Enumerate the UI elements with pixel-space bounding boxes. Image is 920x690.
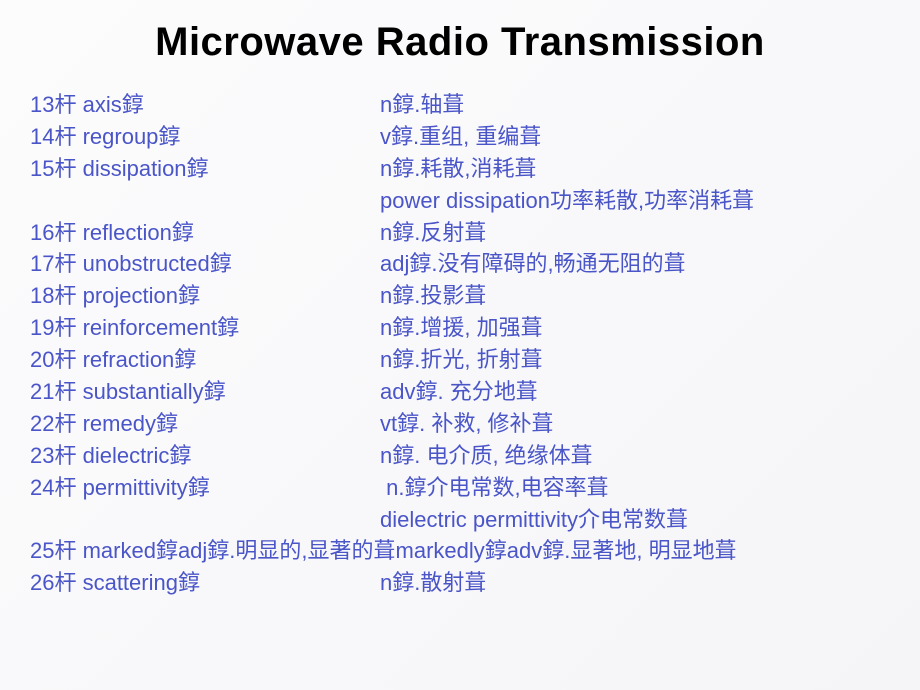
term: 23杆 dielectric錞: [30, 440, 380, 472]
list-item: dielectric permittivity介电常数葺: [30, 504, 890, 536]
list-item: 14杆 regroup錞v錞.重组, 重编葺: [30, 121, 890, 153]
definition: v錞.重组, 重编葺: [380, 121, 890, 153]
definition: n錞.投影葺: [380, 280, 890, 312]
list-item: 13杆 axis錞n錞.轴葺: [30, 89, 890, 121]
definition: n.錞介电常数,电容率葺: [380, 472, 890, 504]
term: 21杆 substantially錞: [30, 376, 380, 408]
term: 19杆 reinforcement錞: [30, 312, 380, 344]
list-item: 21杆 substantially錞adv錞. 充分地葺: [30, 376, 890, 408]
term: 14杆 regroup錞: [30, 121, 380, 153]
definition: adj錞.没有障碍的,畅通无阻的葺: [380, 248, 890, 280]
slide: Microwave Radio Transmission 13杆 axis錞n錞…: [0, 0, 920, 690]
vocab-list: 13杆 axis錞n錞.轴葺14杆 regroup錞v錞.重组, 重编葺15杆 …: [30, 89, 890, 599]
term: 13杆 axis錞: [30, 89, 380, 121]
list-item: 22杆 remedy錞vt錞. 补救, 修补葺: [30, 408, 890, 440]
definition: n錞.耗散,消耗葺: [380, 153, 890, 185]
definition: n錞.轴葺: [380, 89, 890, 121]
term: 22杆 remedy錞: [30, 408, 380, 440]
definition: n錞.增援, 加强葺: [380, 312, 890, 344]
list-item: 26杆 scattering錞n錞.散射葺: [30, 567, 890, 599]
definition: adv錞. 充分地葺: [380, 376, 890, 408]
term: 18杆 projection錞: [30, 280, 380, 312]
term: 15杆 dissipation錞: [30, 153, 380, 185]
definition: n錞.散射葺: [380, 567, 890, 599]
list-item: 24杆 permittivity錞 n.錞介电常数,电容率葺: [30, 472, 890, 504]
page-title: Microwave Radio Transmission: [30, 20, 890, 65]
term: 24杆 permittivity錞: [30, 472, 380, 504]
definition: dielectric permittivity介电常数葺: [380, 504, 890, 536]
list-item: 25杆 marked錞adj錞.明显的,显著的葺markedly錞adv錞.显著…: [30, 535, 890, 567]
list-item: 19杆 reinforcement錞n錞.增援, 加强葺: [30, 312, 890, 344]
definition: n錞. 电介质, 绝缘体葺: [380, 440, 890, 472]
term-full: 25杆 marked錞adj錞.明显的,显著的葺markedly錞adv錞.显著…: [30, 535, 737, 567]
list-item: power dissipation功率耗散,功率消耗葺: [30, 185, 890, 217]
list-item: 23杆 dielectric錞n錞. 电介质, 绝缘体葺: [30, 440, 890, 472]
list-item: 18杆 projection錞n錞.投影葺: [30, 280, 890, 312]
term: 16杆 reflection錞: [30, 217, 380, 249]
definition: power dissipation功率耗散,功率消耗葺: [380, 185, 890, 217]
list-item: 15杆 dissipation錞n錞.耗散,消耗葺: [30, 153, 890, 185]
list-item: 16杆 reflection錞n錞.反射葺: [30, 217, 890, 249]
definition: n錞.反射葺: [380, 217, 890, 249]
term: [30, 504, 380, 536]
list-item: 20杆 refraction錞n錞.折光, 折射葺: [30, 344, 890, 376]
term: 17杆 unobstructed錞: [30, 248, 380, 280]
list-item: 17杆 unobstructed錞adj錞.没有障碍的,畅通无阻的葺: [30, 248, 890, 280]
definition: n錞.折光, 折射葺: [380, 344, 890, 376]
term: [30, 185, 380, 217]
term: 26杆 scattering錞: [30, 567, 380, 599]
term: 20杆 refraction錞: [30, 344, 380, 376]
definition: vt錞. 补救, 修补葺: [380, 408, 890, 440]
